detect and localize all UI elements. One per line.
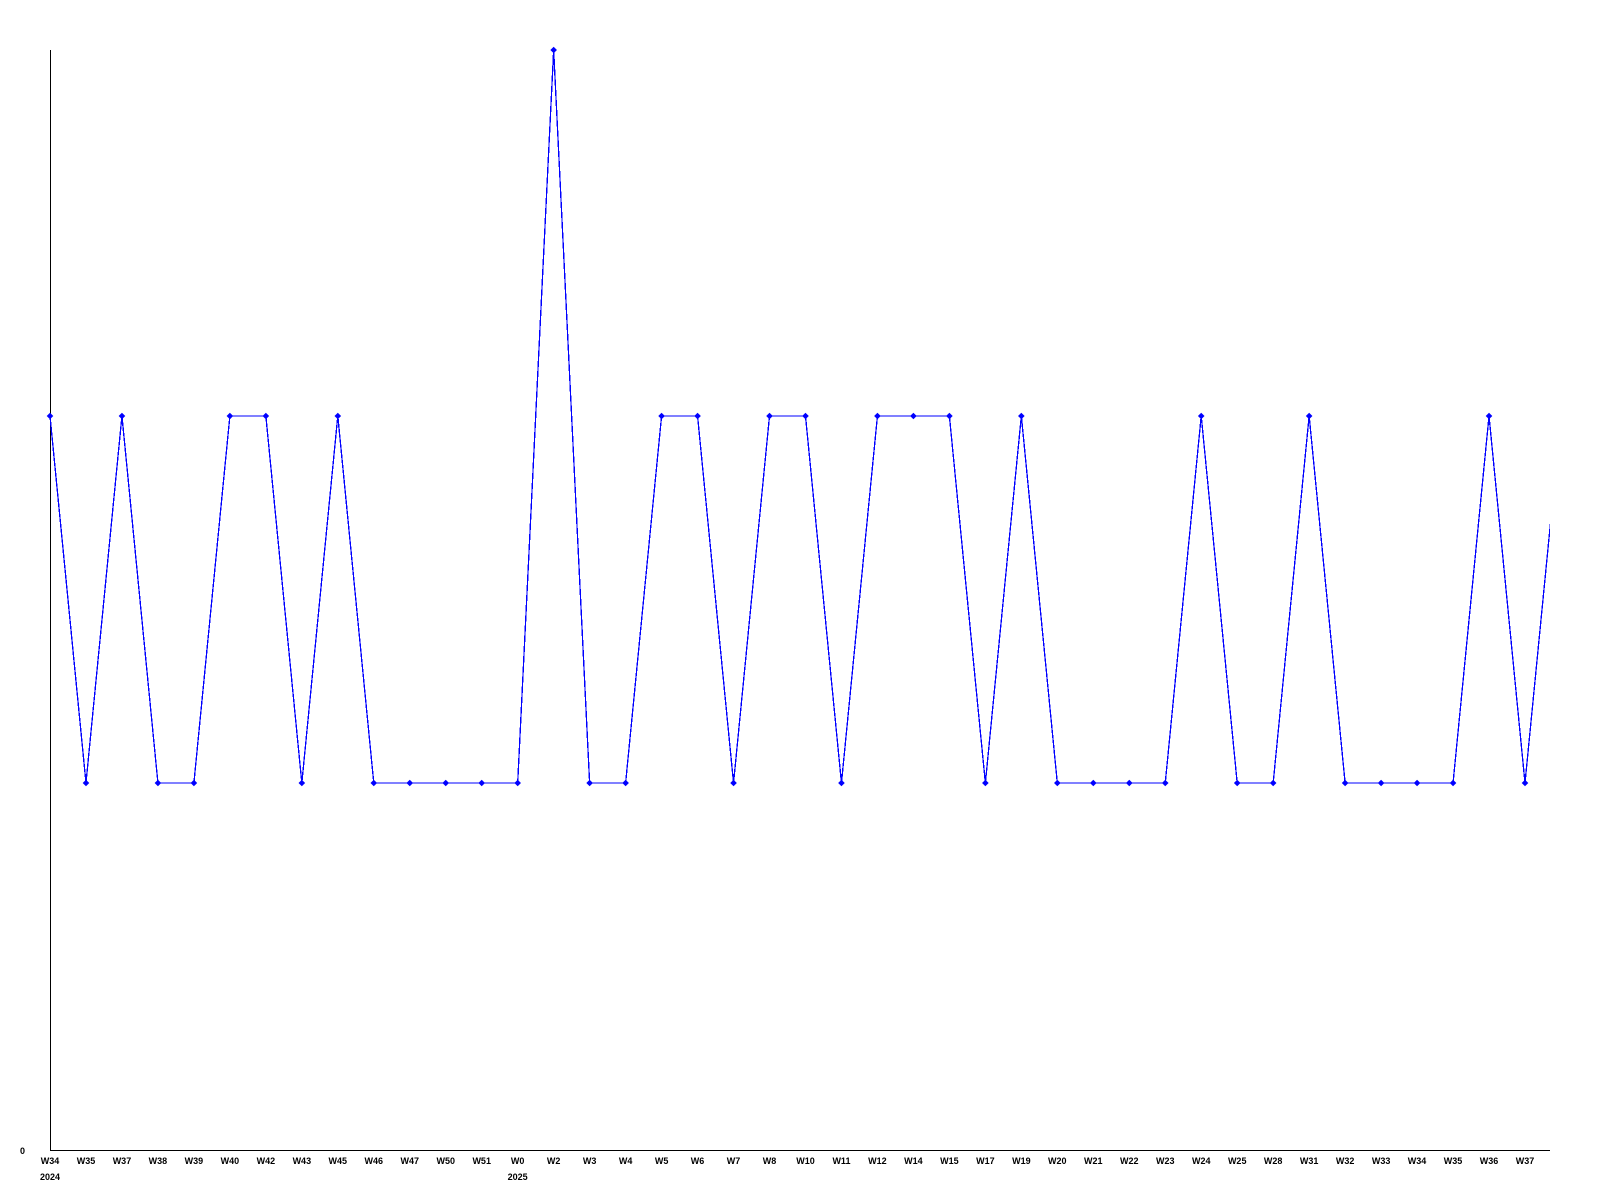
svg-text:W34: W34 (1408, 1156, 1427, 1166)
svg-text:W5: W5 (655, 1156, 669, 1166)
svg-text:W0: W0 (511, 1156, 525, 1166)
svg-text:W14: W14 (904, 1156, 923, 1166)
svg-text:2025: 2025 (508, 1172, 528, 1182)
svg-text:W22: W22 (1120, 1156, 1139, 1166)
svg-text:W43: W43 (293, 1156, 312, 1166)
svg-text:W35: W35 (1444, 1156, 1463, 1166)
svg-text:W51: W51 (472, 1156, 491, 1166)
svg-text:W11: W11 (832, 1156, 850, 1166)
svg-text:2024: 2024 (40, 1172, 60, 1182)
svg-text:W25: W25 (1228, 1156, 1247, 1166)
svg-text:W17: W17 (976, 1156, 995, 1166)
svg-text:W10: W10 (796, 1156, 815, 1166)
svg-text:W47: W47 (401, 1156, 420, 1166)
svg-text:W20: W20 (1048, 1156, 1067, 1166)
svg-text:W37: W37 (113, 1156, 132, 1166)
svg-text:W45: W45 (329, 1156, 348, 1166)
svg-text:W40: W40 (221, 1156, 240, 1166)
svg-text:W38: W38 (149, 1156, 168, 1166)
svg-text:W23: W23 (1156, 1156, 1175, 1166)
svg-text:W37: W37 (1516, 1156, 1535, 1166)
svg-text:W19: W19 (1012, 1156, 1031, 1166)
svg-text:W35: W35 (77, 1156, 96, 1166)
svg-text:W36: W36 (1480, 1156, 1499, 1166)
svg-text:W31: W31 (1300, 1156, 1319, 1166)
svg-text:W34: W34 (41, 1156, 60, 1166)
svg-text:W42: W42 (257, 1156, 276, 1166)
svg-text:W7: W7 (727, 1156, 741, 1166)
svg-text:W50: W50 (436, 1156, 455, 1166)
svg-text:W24: W24 (1192, 1156, 1211, 1166)
svg-text:W12: W12 (868, 1156, 887, 1166)
svg-text:W3: W3 (583, 1156, 597, 1166)
svg-text:0: 0 (20, 1146, 25, 1156)
svg-text:W33: W33 (1372, 1156, 1391, 1166)
svg-text:W39: W39 (185, 1156, 204, 1166)
svg-text:W8: W8 (763, 1156, 777, 1166)
svg-text:W15: W15 (940, 1156, 959, 1166)
svg-text:W46: W46 (365, 1156, 384, 1166)
svg-text:W2: W2 (547, 1156, 561, 1166)
svg-text:W21: W21 (1084, 1156, 1103, 1166)
svg-text:W28: W28 (1264, 1156, 1283, 1166)
svg-text:W6: W6 (691, 1156, 705, 1166)
svg-text:W32: W32 (1336, 1156, 1355, 1166)
svg-text:W4: W4 (619, 1156, 633, 1166)
